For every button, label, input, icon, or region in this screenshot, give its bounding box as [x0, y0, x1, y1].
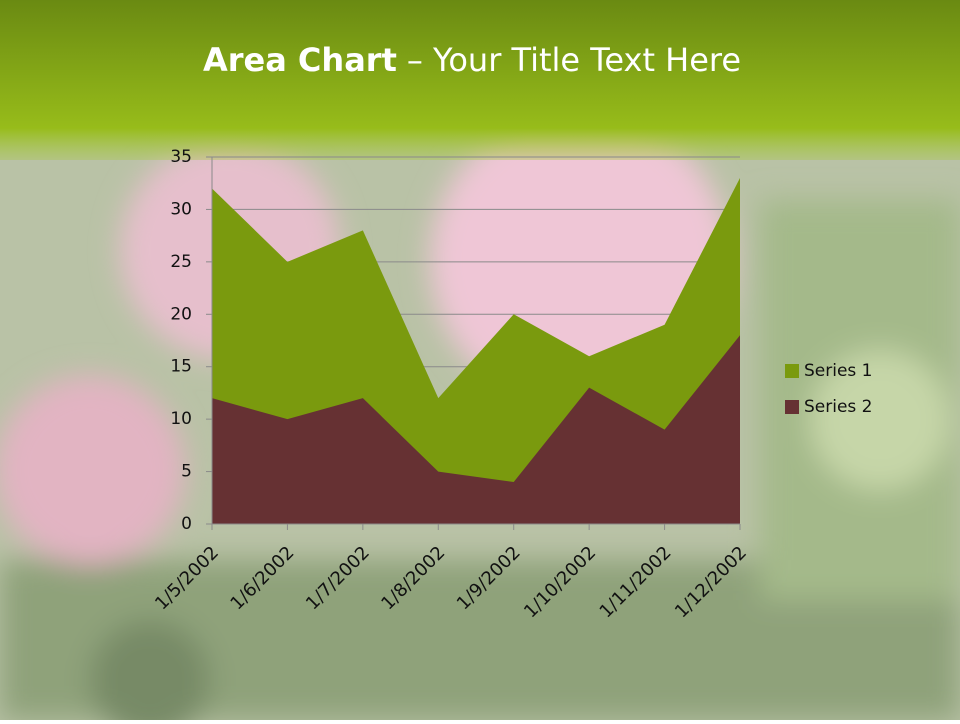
y-tick-label: 20	[170, 304, 192, 324]
y-tick-label: 30	[170, 199, 192, 219]
title-rest: – Your Title Text Here	[407, 41, 741, 79]
legend-label: Series 2	[804, 397, 873, 417]
legend-swatch	[785, 364, 799, 378]
legend-label: Series 1	[804, 361, 873, 381]
y-tick-label: 35	[170, 147, 192, 167]
y-tick-label: 10	[170, 409, 192, 429]
y-tick-label: 0	[181, 514, 192, 534]
area	[212, 335, 740, 524]
legend-swatch	[785, 400, 799, 414]
y-tick-label: 5	[181, 462, 192, 482]
slide-title: Area Chart – Your Title Text Here	[203, 41, 741, 79]
title-banner	[0, 0, 960, 160]
title-bold: Area Chart	[203, 41, 397, 79]
y-tick-label: 25	[170, 252, 192, 272]
y-tick-label: 15	[170, 357, 192, 377]
